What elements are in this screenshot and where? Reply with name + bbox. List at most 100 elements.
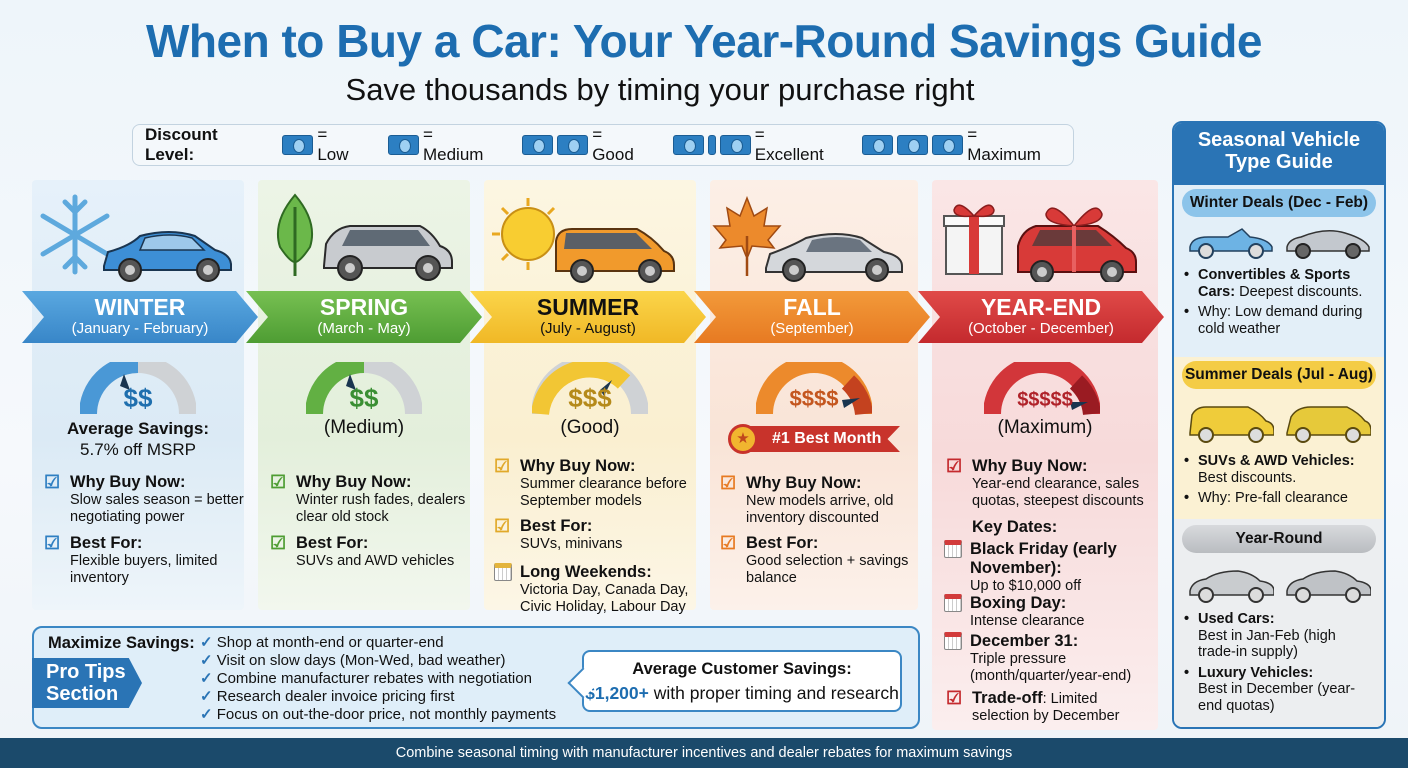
gauge-dollar-signs: $$ (123, 383, 153, 413)
year-round-pill: Year-Round (1182, 525, 1376, 553)
season-banner-winter: WINTER (January - February) (22, 291, 258, 343)
season-months: (July - August) (540, 320, 636, 337)
maximize-savings-heading: Maximize Savings: (48, 634, 195, 652)
discount-legend: Discount Level: = Low = Medium = Good = … (132, 124, 1074, 166)
why-buy-now: ☑ Why Buy Now: New models arrive, old inv… (720, 474, 916, 527)
savings-gauge-icon (80, 362, 196, 415)
key-date-text: Triple pressure (month/quarter/year-end) (970, 651, 1132, 684)
guide-item-text: Deepest discounts. (1239, 283, 1363, 300)
guide-section-winter: Winter Deals (Dec - Feb) Convertibles & … (1174, 185, 1384, 363)
tip-item: Focus on out-the-door price, not monthly… (200, 706, 556, 724)
why-buy-now: ☑ Why Buy Now: Slow sales season = better… (44, 473, 244, 526)
silver-sedan-icon (765, 233, 903, 282)
savings-gauge-icon (532, 362, 648, 416)
gray-sedan-icon (1285, 570, 1371, 603)
check-circle-icon: ☑ (720, 533, 737, 553)
yellow-crossover-icon (1285, 406, 1371, 443)
money-bill-icon (282, 135, 314, 155)
discount-level-label: (Medium) (323, 417, 405, 438)
sun-icon (492, 198, 556, 270)
snowflake-icon (40, 194, 110, 275)
savings-gauge-icon (756, 362, 872, 416)
season-banner-fall: FALL (September) (694, 291, 930, 343)
page-subtitle: Save thousands by timing your purchase r… (345, 72, 975, 107)
yellow-suv-icon (1188, 406, 1274, 443)
key-date-text: Up to $10,000 off (970, 578, 1081, 594)
money-bill-icon (897, 135, 929, 155)
check-circle-icon: ☑ (494, 456, 511, 476)
calendar-icon (944, 632, 964, 685)
key-date-text: Intense clearance (970, 613, 1085, 629)
check-circle-icon: ☑ (720, 473, 737, 493)
legend-text: = Medium (422, 125, 484, 164)
callout-amount: $1,200+ (585, 683, 649, 703)
key-dates-title: Key Dates: (972, 518, 1058, 536)
point-title: Why Buy Now: (520, 457, 636, 475)
legend-item-medium: = Medium (387, 125, 496, 165)
winter-deals-pill: Winter Deals (Dec - Feb) (1182, 189, 1376, 217)
point-text: Flexible buyers, limited inventory (70, 553, 218, 586)
legend-text: = Low (317, 125, 349, 164)
gray-sedan-icon (1188, 570, 1274, 603)
season-name: SPRING (319, 294, 409, 320)
point-text: Good selection + savings balance (746, 553, 909, 586)
trade-off-title: Trade-off (972, 689, 1043, 707)
point-title: Long Weekends: (520, 563, 652, 581)
money-bill-icon (707, 135, 716, 155)
gauge-dollar-signs: $$ (349, 383, 379, 413)
check-circle-icon: ☑ (270, 533, 287, 553)
point-title: Why Buy Now: (296, 473, 412, 491)
best-month-label: #1 Best Month (744, 426, 900, 452)
long-weekends: Long Weekends: Victoria Day, Canada Day, … (494, 563, 694, 616)
legend-label: Discount Level: (145, 125, 218, 164)
seasonal-vehicle-guide: Seasonal Vehicle Type Guide Winter Deals… (1172, 121, 1386, 729)
tip-item: Research dealer invoice pricing first (200, 688, 556, 706)
guide-title: Seasonal Vehicle Type Guide (1174, 123, 1384, 185)
season-banner-summer: SUMMER (July - August) (470, 291, 706, 343)
key-date-title: Boxing Day: (970, 594, 1067, 612)
money-bill-icon (932, 135, 964, 155)
season-months: (October - December) (968, 320, 1114, 337)
money-bill-icon (387, 135, 419, 155)
tip-item: Combine manufacturer rebates with negoti… (200, 670, 556, 688)
gauge-dollar-signs: $$$$$ (1017, 389, 1073, 411)
money-bill-icon (557, 135, 589, 155)
convertible-icon (1188, 228, 1273, 259)
guide-section-summer: Summer Deals (Jul - Aug) SUVs & AWD Vehi… (1174, 357, 1384, 527)
legend-text: = Good (592, 125, 634, 164)
point-text: Winter rush fades, dealers clear old sto… (296, 492, 466, 525)
guide-section-year-round: Year-Round Used Cars:Best in Jan-Feb (hi… (1174, 519, 1384, 727)
discount-level-label: (Maximum) (997, 417, 1093, 438)
key-date-title: December 31: (970, 632, 1079, 650)
legend-item-good: = Good (521, 125, 647, 165)
key-date-black-friday: Black Friday (early November): Up to $10,… (944, 540, 1154, 595)
page-title: When to Buy a Car: Your Year-Round Savin… (146, 15, 1262, 67)
average-savings-callout: Average Customer Savings: $1,200+ with p… (582, 650, 902, 712)
red-hatchback-bow-icon (1017, 207, 1137, 282)
money-bill-icon (719, 135, 751, 155)
best-for: ☑ Best For: SUVs, minivans (494, 517, 694, 553)
season-name: FALL (783, 294, 841, 320)
legend-item-excellent: = Excellent (672, 125, 836, 165)
best-for: ☑ Best For: SUVs and AWD vehicles (270, 534, 466, 570)
point-text: Year-end clearance, sales quotas, steepe… (972, 476, 1144, 509)
key-date-title: Black Friday (early November): (970, 540, 1117, 577)
sports-car-icon (1285, 230, 1370, 259)
silver-suv-icon (323, 225, 453, 281)
point-text: SUVs, minivans (520, 536, 623, 552)
average-savings-label: Average Savings: (66, 419, 210, 438)
guide-item-text: Best in December (year-end quotas) (1198, 681, 1356, 714)
gift-icon (943, 204, 1005, 275)
point-title: Best For: (70, 534, 143, 552)
guide-item-text: Why: Pre-fall clearance (1198, 490, 1348, 506)
point-title: Best For: (520, 517, 593, 535)
best-for: ☑ Best For: Flexible buyers, limited inve… (44, 534, 244, 587)
guide-item-title: SUVs & AWD Vehicles: (1198, 453, 1355, 469)
average-savings-value: 5.7% off MSRP (80, 440, 196, 459)
tips-list: Shop at month-end or quarter-end Visit o… (200, 634, 556, 724)
why-buy-now: ☑ Why Buy Now: Year-end clearance, sales … (946, 457, 1156, 510)
point-title: Why Buy Now: (746, 474, 862, 492)
tip-item: Visit on slow days (Mon-Wed, bad weather… (200, 652, 556, 670)
calendar-icon (494, 563, 514, 616)
guide-item-text: Best in Jan-Feb (high trade-in supply) (1198, 627, 1336, 661)
